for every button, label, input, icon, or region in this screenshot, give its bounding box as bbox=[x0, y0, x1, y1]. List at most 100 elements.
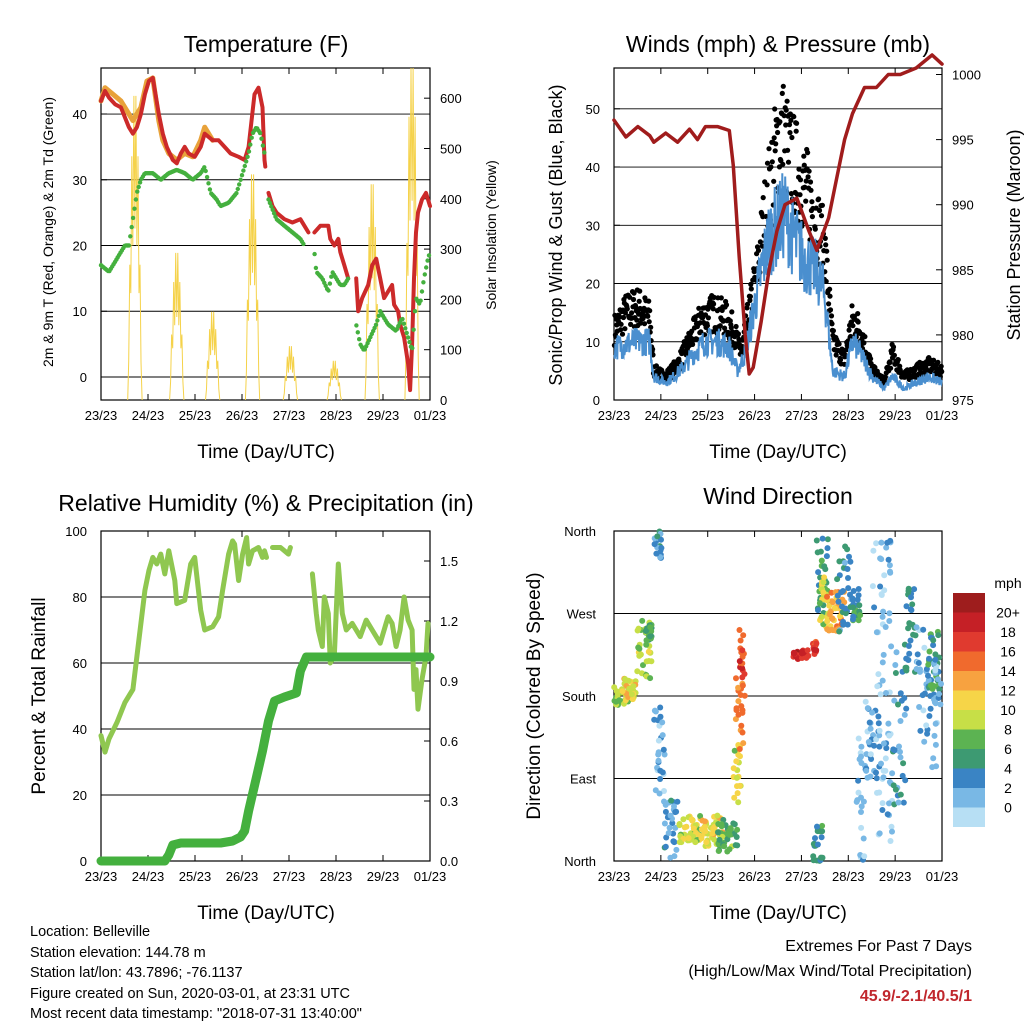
wind-direction-point bbox=[883, 690, 889, 696]
wind-direction-point bbox=[882, 624, 889, 630]
wind-direction-point bbox=[862, 698, 869, 705]
gust-point bbox=[794, 120, 800, 126]
dewpoint-point bbox=[345, 276, 351, 281]
gust-point bbox=[812, 226, 818, 232]
wind-direction-point bbox=[886, 732, 893, 739]
wind-direction-point bbox=[887, 568, 893, 575]
temperature-y-label: 2m & 9m T (Red, Orange) & 2m Td (Green) bbox=[40, 97, 56, 367]
legend-label: 4 bbox=[1004, 761, 1012, 777]
dewpoint-point bbox=[412, 309, 418, 314]
gust-point bbox=[809, 199, 815, 205]
gust-point bbox=[780, 83, 786, 89]
gust-point bbox=[872, 364, 878, 370]
wind-direction-point bbox=[715, 829, 721, 836]
wind-direction-point bbox=[878, 556, 885, 563]
insolation-line bbox=[127, 95, 143, 401]
gust-point bbox=[783, 122, 789, 128]
gust-point bbox=[791, 114, 797, 120]
wind-direction-point bbox=[654, 533, 661, 540]
dewpoint-point bbox=[301, 241, 306, 247]
wind-direction-point bbox=[814, 841, 821, 848]
gust-point bbox=[781, 113, 787, 119]
extremes-subtitle: (High/Low/Max Wind/Total Precipitation) bbox=[688, 963, 972, 980]
humidity-x-tick-label: 01/23 bbox=[414, 869, 447, 884]
humidity-y-right-tick-label: 0.0 bbox=[440, 854, 458, 869]
dewpoint-point bbox=[137, 180, 143, 185]
wind-direction-point bbox=[666, 824, 673, 831]
gust-point bbox=[895, 357, 901, 363]
wind-direction-point bbox=[663, 834, 670, 841]
speed-legend: mph 20+ 18 16 14 12 10 8 6 4 2 0 bbox=[953, 575, 1022, 827]
legend-swatch bbox=[953, 710, 985, 730]
wind-direction-point bbox=[880, 740, 887, 747]
wind-direction-point bbox=[932, 741, 939, 748]
dewpoint-point bbox=[133, 197, 139, 202]
wind-direction-point bbox=[739, 682, 746, 689]
wind-direction-point bbox=[855, 586, 862, 592]
gust-point bbox=[622, 326, 628, 332]
wind-direction-point bbox=[903, 603, 910, 610]
wind-direction-point bbox=[820, 589, 827, 596]
dewpoint-point bbox=[422, 272, 427, 277]
wind-direction-point bbox=[645, 648, 652, 655]
wind-direction-point bbox=[892, 662, 899, 668]
temperature-y-tick-label: 10 bbox=[73, 304, 87, 319]
wind-direction-point bbox=[886, 610, 893, 617]
wind-speed-line bbox=[613, 173, 943, 393]
gust-point bbox=[826, 301, 832, 307]
wind-direction-point bbox=[815, 569, 822, 576]
gust-point bbox=[694, 336, 700, 342]
gust-point bbox=[855, 311, 861, 317]
wind-direction-point bbox=[655, 737, 662, 744]
gust-point bbox=[773, 141, 779, 147]
wind-direction-point bbox=[897, 718, 904, 724]
wind-direction-point bbox=[885, 556, 892, 563]
wind-direction-point bbox=[647, 675, 654, 682]
wind-direction-point bbox=[867, 751, 874, 758]
dewpoint-point bbox=[375, 318, 380, 323]
wind-direction-point bbox=[811, 646, 818, 653]
wind-direction-point bbox=[803, 654, 810, 661]
gust-point bbox=[641, 321, 648, 327]
gust-point bbox=[833, 352, 839, 358]
wind-direction-y-tick-label: East bbox=[570, 772, 596, 787]
dewpoint-point bbox=[259, 136, 264, 141]
wind-direction-point bbox=[915, 660, 922, 666]
humidity-y-tick-label: 80 bbox=[73, 590, 87, 605]
wind-direction-point bbox=[662, 801, 669, 808]
temperature-y-right-tick-label: 0 bbox=[440, 393, 447, 408]
wind-direction-point bbox=[657, 767, 664, 774]
gust-point bbox=[757, 239, 764, 245]
humidity-y-right-tick-label: 0.3 bbox=[440, 794, 458, 809]
gust-point bbox=[837, 357, 844, 363]
wind-direction-point bbox=[647, 624, 654, 631]
dewpoint-point bbox=[129, 224, 134, 230]
gust-point bbox=[636, 298, 642, 304]
wind-direction-point bbox=[821, 563, 828, 570]
wind-direction-point bbox=[887, 838, 894, 844]
wind-direction-point bbox=[731, 747, 738, 754]
wind-direction-point bbox=[905, 625, 912, 632]
wind-direction-point bbox=[906, 650, 913, 657]
humidity-plot-frame bbox=[100, 530, 431, 862]
wind-direction-point bbox=[858, 794, 864, 801]
gust-point bbox=[836, 341, 842, 347]
wind-direction-point bbox=[813, 640, 820, 647]
wind-direction-point bbox=[726, 831, 733, 838]
wind-direction-point bbox=[740, 632, 747, 639]
wind-direction-point bbox=[727, 825, 734, 832]
wind-direction-point bbox=[850, 588, 857, 594]
wind-direction-point bbox=[739, 729, 746, 736]
wind-direction-point bbox=[856, 602, 863, 609]
wind-direction-point bbox=[726, 846, 733, 853]
wind-direction-point bbox=[897, 791, 904, 798]
dewpoint-point bbox=[355, 330, 360, 335]
winds-y-right-tick-label: 990 bbox=[952, 198, 974, 213]
gust-point bbox=[887, 359, 893, 365]
gust-point bbox=[775, 129, 781, 136]
wind-direction-point bbox=[657, 704, 664, 711]
gust-point bbox=[784, 98, 790, 104]
wind-direction-point bbox=[892, 786, 899, 793]
dewpoint-point bbox=[313, 265, 319, 271]
wind-direction-x-tick-label: 01/23 bbox=[926, 869, 959, 884]
